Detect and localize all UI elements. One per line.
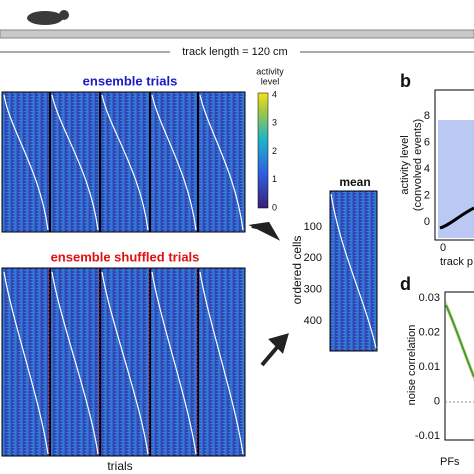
mean-title: mean xyxy=(339,175,370,189)
tick-label: 200 xyxy=(304,252,322,264)
tick-label: 0.01 xyxy=(419,361,440,373)
tick-label: 0 xyxy=(272,202,277,212)
heatmap-bottom xyxy=(1,267,246,457)
tick-label: 2 xyxy=(272,146,277,156)
panel-letter: d xyxy=(400,274,411,294)
tick-label: 1 xyxy=(272,174,277,184)
colorbar-label: level xyxy=(261,76,280,86)
axes-d xyxy=(444,291,474,441)
tick-label: 4 xyxy=(424,163,430,175)
y-label: (convolved events) xyxy=(412,119,424,211)
mouse-head xyxy=(59,10,69,20)
tick-label: 6 xyxy=(424,136,430,148)
bottom-title: ensemble shuffled trials xyxy=(51,249,200,264)
axes-b xyxy=(434,89,474,241)
tick-label: 0 xyxy=(434,395,440,407)
panel-letter: b xyxy=(400,71,411,91)
x-label: track p xyxy=(440,256,473,268)
mean-line xyxy=(439,206,474,230)
curve xyxy=(445,304,474,378)
tick-label: 3 xyxy=(272,118,277,128)
heatmap-mean xyxy=(329,190,378,352)
y-label: ordered cells xyxy=(290,236,304,305)
tick-label: 0.02 xyxy=(419,326,440,338)
tick-label: 300 xyxy=(304,284,322,296)
tick-label: 400 xyxy=(304,315,322,327)
tick-label: 0.03 xyxy=(419,292,440,304)
track-label: track length = 120 cm xyxy=(182,46,287,58)
tick-label: 100 xyxy=(304,221,322,233)
x-label: PFs xyxy=(440,456,460,468)
colorbar xyxy=(257,92,269,209)
x-label: trials xyxy=(107,459,132,473)
tick-label: -0.01 xyxy=(415,430,440,442)
tick-label: 0 xyxy=(424,216,430,228)
tick-label: 8 xyxy=(424,110,430,122)
track xyxy=(0,29,474,39)
y-label: noise correlation xyxy=(406,325,418,406)
top-title: ensemble trials xyxy=(83,73,178,88)
x-tick-label: 0 xyxy=(440,242,446,254)
arrow xyxy=(260,333,289,367)
y-label: activity level xyxy=(399,135,411,194)
tick-label: 4 xyxy=(272,89,277,99)
arrow xyxy=(248,221,281,241)
tick-label: 2 xyxy=(424,189,430,201)
heatmap-top xyxy=(1,91,246,233)
colorbar-label: activity xyxy=(256,66,284,76)
mouse-icon xyxy=(27,11,63,25)
